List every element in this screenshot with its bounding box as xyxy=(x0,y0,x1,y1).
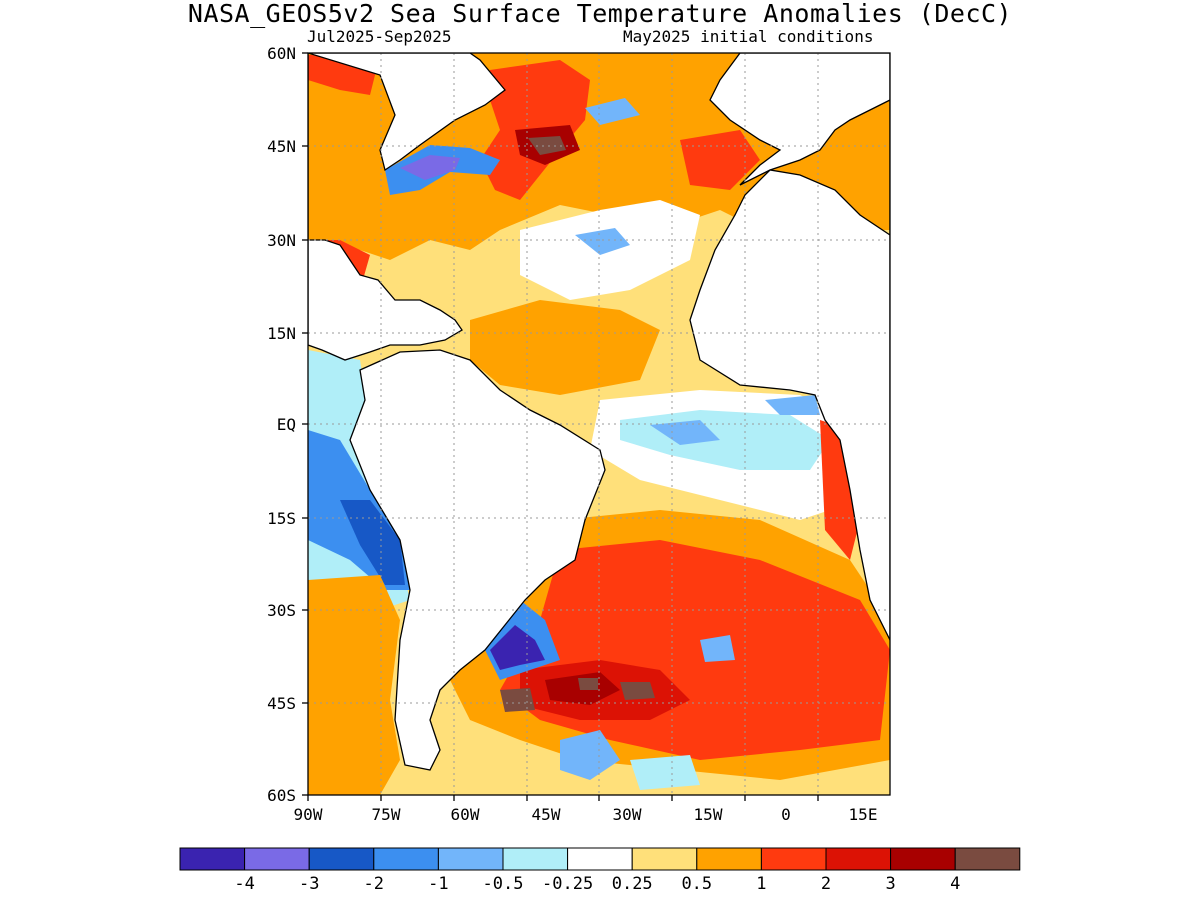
forecast-period: Jul2025-Sep2025 xyxy=(307,27,452,46)
anomaly-brown-south-1 xyxy=(500,688,535,712)
colorbar-label: 0.5 xyxy=(681,874,712,894)
lon-label: 45W xyxy=(532,805,561,824)
colorbar-label: 1 xyxy=(756,874,766,894)
colorbar-label: 4 xyxy=(950,874,960,894)
colorbar-swatch xyxy=(179,847,246,871)
lon-label: 30W xyxy=(613,805,642,824)
lat-label: 45S xyxy=(267,694,296,713)
colorbar-label: -1 xyxy=(428,874,448,894)
chart-title: NASA_GEOS5v2 Sea Surface Temperature Ano… xyxy=(187,0,1013,28)
colorbar-swatch xyxy=(437,847,504,871)
lon-label: 75W xyxy=(372,805,401,824)
lat-label: 60N xyxy=(267,44,296,63)
colorbar-label: 0.25 xyxy=(612,874,653,894)
lat-label: 30S xyxy=(267,601,296,620)
lon-label: 15E xyxy=(849,805,878,824)
colorbar: -4 -3 -2 -1 -0.5 -0.25 0.25 0.5 1 2 3 4 xyxy=(179,847,1021,894)
lat-label: 30N xyxy=(267,231,296,250)
anomaly-brown-south-3 xyxy=(578,678,598,690)
anomaly-lightblue-north-2 xyxy=(585,98,640,125)
colorbar-label: -4 xyxy=(234,874,254,894)
latitude-labels: 60N 45N 30N 15N EQ 15S 30S 45S 60S xyxy=(267,44,296,805)
lat-label: 15S xyxy=(267,509,296,528)
colorbar-swatch xyxy=(567,847,633,871)
colorbar-label: -3 xyxy=(299,874,319,894)
colorbar-swatch xyxy=(631,847,698,871)
grid-lines xyxy=(308,53,890,795)
colorbar-swatch xyxy=(696,847,762,871)
colorbar-swatch xyxy=(760,847,827,871)
initial-conditions: May2025 initial conditions xyxy=(623,27,874,46)
lon-label: 0 xyxy=(781,805,791,824)
colorbar-swatch xyxy=(502,847,569,871)
lon-label: 60W xyxy=(451,805,480,824)
tick-marks xyxy=(302,52,819,801)
lat-label: 60S xyxy=(267,786,296,805)
lon-label: 90W xyxy=(294,805,323,824)
colorbar-swatch xyxy=(890,847,956,871)
anomaly-lightblue-center-north xyxy=(575,228,630,255)
longitude-labels: 90W 75W 60W 45W 30W 15W 0 15E xyxy=(294,805,878,824)
north-america-land xyxy=(308,53,506,361)
colorbar-label: 3 xyxy=(885,874,895,894)
europe-africa-land xyxy=(689,53,890,641)
anomaly-red-north-2 xyxy=(680,130,760,190)
colorbar-swatch xyxy=(825,847,892,871)
anomaly-darkblue-pacific xyxy=(340,500,405,585)
anomaly-purple-gulfstream xyxy=(400,155,460,180)
anomaly-brown-north xyxy=(528,136,566,155)
colorbar-label: 2 xyxy=(821,874,831,894)
land-masses xyxy=(308,53,890,771)
lat-label: 15N xyxy=(267,324,296,343)
anomaly-cyan-south-3 xyxy=(630,755,700,790)
colorbar-swatch xyxy=(244,847,310,871)
lat-label: EQ xyxy=(277,415,296,434)
colorbar-label: -0.5 xyxy=(483,874,524,894)
lat-label: 45N xyxy=(267,137,296,156)
anomaly-blue-south-1 xyxy=(560,730,620,780)
colorbar-swatch xyxy=(308,847,375,871)
colorbar-label: -0.25 xyxy=(542,874,593,894)
anomaly-blue-south-2 xyxy=(700,635,735,662)
anomaly-blue-equatorial xyxy=(650,420,720,445)
colorbar-swatch xyxy=(373,847,439,871)
colorbar-swatch xyxy=(954,847,1021,871)
anomaly-blue-gulfguinea xyxy=(765,395,820,415)
anomaly-purple-confluence xyxy=(490,625,545,670)
colorbar-label: -2 xyxy=(364,874,384,894)
south-america-land xyxy=(349,349,606,771)
anomaly-orange-pacific-south xyxy=(308,575,400,795)
anomaly-brown-south-2 xyxy=(620,682,655,700)
lon-label: 15W xyxy=(694,805,723,824)
anomaly-orange-tropical-n xyxy=(470,300,660,395)
